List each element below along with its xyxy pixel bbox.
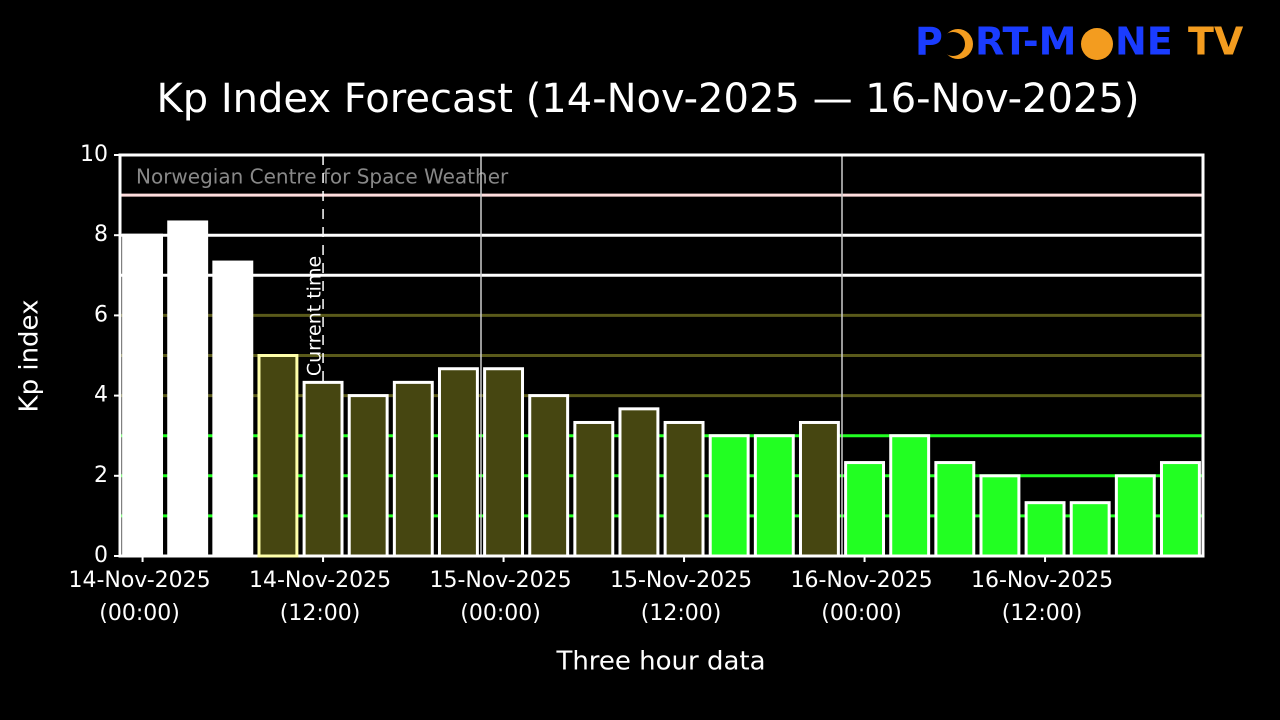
y-tick-label: 6 <box>94 302 108 327</box>
bar <box>798 420 840 558</box>
y-tick-label: 10 <box>80 142 108 167</box>
y-axis-label: Kp index <box>15 300 45 413</box>
logo-sun <box>1081 28 1113 60</box>
bar <box>302 380 344 558</box>
x-tick-label: 14-Nov-2025 <box>68 568 210 593</box>
chart-title: Kp Index Forecast (14-Nov-2025 — 16-Nov-… <box>157 76 1140 122</box>
x-tick-label: (12:00) <box>1002 601 1083 626</box>
bar <box>167 220 209 558</box>
bar <box>753 434 795 558</box>
x-tick-label: 16-Nov-2025 <box>790 568 932 593</box>
bar <box>528 394 570 558</box>
y-tick-label: 4 <box>94 383 108 408</box>
x-tick-label: (00:00) <box>821 601 902 626</box>
plot-frame <box>118 153 1205 558</box>
bar <box>257 354 299 558</box>
bar <box>573 420 615 558</box>
x-tick-label: 15-Nov-2025 <box>429 568 571 593</box>
y-tick-label: 8 <box>94 222 108 247</box>
bar <box>889 434 931 558</box>
bar <box>212 260 254 558</box>
logo-text: RT-M <box>975 20 1076 64</box>
bar <box>392 380 434 558</box>
bar <box>844 461 886 558</box>
x-tick-label: 15-Nov-2025 <box>610 568 752 593</box>
x-tick-label: (12:00) <box>641 601 722 626</box>
x-tick-label: (12:00) <box>280 601 361 626</box>
bar <box>1114 474 1156 558</box>
bar <box>347 394 389 558</box>
bar <box>437 367 479 558</box>
x-tick-label: (00:00) <box>460 601 541 626</box>
logo-text: TV <box>1188 20 1244 64</box>
x-tick-label: 16-Nov-2025 <box>971 568 1113 593</box>
logo: P RT-M NE TV <box>915 20 1244 64</box>
bar <box>979 474 1021 558</box>
bar <box>663 420 705 558</box>
x-tick-label: 14-Nov-2025 <box>249 568 391 593</box>
bar <box>1069 501 1111 558</box>
bar <box>708 434 750 558</box>
logo-moon <box>941 32 965 56</box>
logo-text: P <box>915 20 943 64</box>
bar <box>1024 501 1066 558</box>
x-tick-label: (00:00) <box>99 601 180 626</box>
y-tick-label: 2 <box>94 463 108 488</box>
x-axis-label: Three hour data <box>555 647 765 677</box>
bar <box>122 233 164 558</box>
bar <box>1159 461 1201 558</box>
logo-text: NE <box>1115 20 1173 64</box>
bar <box>618 407 660 558</box>
bar <box>934 461 976 558</box>
y-tick-label: 0 <box>94 543 108 568</box>
annotation: Current time <box>304 256 326 376</box>
bar <box>483 367 525 558</box>
